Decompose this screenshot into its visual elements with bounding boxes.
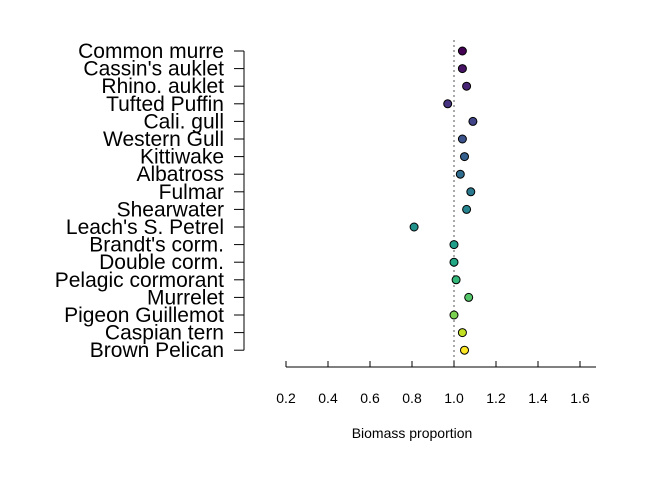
x-tick-label: 0.2 xyxy=(276,390,296,406)
category-label: Fulmar xyxy=(159,181,224,204)
data-points xyxy=(409,46,478,355)
category-label: Albatross xyxy=(136,163,224,186)
data-point xyxy=(462,81,472,91)
category-label: Tufted Puffin xyxy=(106,93,224,116)
x-tick-label: 0.8 xyxy=(402,390,422,406)
data-point xyxy=(468,116,478,126)
data-point xyxy=(455,169,465,179)
category-label: Kittiwake xyxy=(140,146,224,169)
category-label: Western Gull xyxy=(103,128,224,151)
data-point xyxy=(457,46,467,56)
x-tick-label: 1.4 xyxy=(528,390,548,406)
data-point xyxy=(449,257,459,267)
data-point xyxy=(464,292,474,302)
category-label: Leach's S. Petrel xyxy=(66,216,224,239)
category-label: Brown Pelican xyxy=(90,339,224,362)
category-label: Shearwater xyxy=(117,198,224,221)
category-label: Cali. gull xyxy=(143,110,224,133)
category-label: Common murre xyxy=(78,40,224,63)
data-point xyxy=(466,187,476,197)
data-point xyxy=(443,99,453,109)
category-label: Cassin's auklet xyxy=(83,58,224,81)
category-label: Murrelet xyxy=(147,286,224,309)
data-point xyxy=(460,345,469,355)
data-point xyxy=(409,222,419,232)
category-label: Rhino. auklet xyxy=(101,75,224,98)
data-point xyxy=(457,328,467,338)
y-axis xyxy=(234,50,245,351)
data-point xyxy=(451,275,461,285)
x-tick-label: 0.6 xyxy=(360,390,380,406)
data-point xyxy=(457,64,467,74)
category-label: Double corm. xyxy=(99,251,224,274)
x-tick-label: 1.6 xyxy=(570,390,590,406)
x-axis: 0.2 0.4 0.6 0.8 1.0 1.2 1.4 1.6 xyxy=(276,361,596,406)
x-tick-label: 1.0 xyxy=(444,390,464,406)
category-label: Caspian tern xyxy=(105,322,224,345)
data-point xyxy=(449,310,459,320)
category-label: Pigeon Guillemot xyxy=(64,304,224,327)
category-label: Brandt's corm. xyxy=(89,234,224,257)
data-point xyxy=(457,134,467,144)
x-axis-title: Biomass proportion xyxy=(352,425,473,441)
x-tick-label: 1.2 xyxy=(486,390,506,406)
x-tick-label: 0.4 xyxy=(318,390,338,406)
category-label: Pelagic cormorant xyxy=(55,269,224,292)
data-point xyxy=(449,240,459,250)
data-point xyxy=(460,152,469,162)
data-point xyxy=(462,204,472,214)
